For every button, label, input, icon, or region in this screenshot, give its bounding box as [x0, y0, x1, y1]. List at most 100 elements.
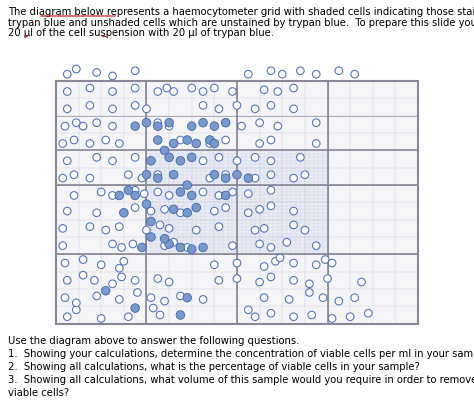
Circle shape — [142, 200, 151, 208]
Circle shape — [149, 304, 157, 312]
Circle shape — [102, 226, 109, 234]
Circle shape — [187, 153, 196, 162]
Circle shape — [290, 105, 297, 113]
Circle shape — [143, 226, 150, 234]
Circle shape — [199, 188, 207, 196]
Circle shape — [165, 153, 173, 162]
Circle shape — [215, 105, 223, 113]
Circle shape — [118, 244, 125, 251]
Circle shape — [61, 294, 69, 302]
Circle shape — [116, 296, 123, 303]
Circle shape — [154, 174, 162, 183]
Circle shape — [124, 186, 133, 195]
Circle shape — [163, 84, 171, 92]
Circle shape — [210, 84, 218, 92]
Circle shape — [70, 136, 78, 144]
Circle shape — [73, 119, 80, 126]
Circle shape — [109, 157, 116, 165]
Circle shape — [290, 84, 297, 92]
Circle shape — [154, 88, 162, 95]
Circle shape — [177, 136, 184, 144]
Circle shape — [61, 259, 69, 267]
Circle shape — [274, 122, 282, 130]
Circle shape — [222, 136, 229, 144]
Circle shape — [131, 186, 139, 194]
Circle shape — [120, 258, 128, 265]
Circle shape — [256, 206, 264, 213]
Circle shape — [308, 311, 316, 319]
Circle shape — [165, 192, 173, 199]
Circle shape — [267, 186, 275, 194]
Circle shape — [199, 119, 207, 127]
Circle shape — [245, 190, 252, 198]
Circle shape — [101, 287, 110, 295]
Bar — [146, 151, 328, 254]
Circle shape — [165, 240, 173, 248]
Circle shape — [97, 188, 105, 196]
Circle shape — [142, 119, 151, 127]
Circle shape — [161, 242, 168, 250]
Circle shape — [199, 88, 207, 95]
Circle shape — [131, 277, 139, 284]
Circle shape — [73, 306, 80, 314]
Circle shape — [140, 190, 148, 198]
Circle shape — [154, 136, 162, 144]
Circle shape — [335, 297, 343, 305]
Circle shape — [169, 205, 178, 213]
Circle shape — [206, 140, 214, 147]
Circle shape — [93, 209, 100, 217]
Circle shape — [109, 192, 116, 199]
Circle shape — [312, 70, 320, 78]
Circle shape — [267, 244, 275, 251]
Circle shape — [165, 278, 173, 286]
Circle shape — [165, 225, 173, 232]
Circle shape — [210, 139, 219, 148]
Circle shape — [215, 223, 223, 230]
Circle shape — [206, 174, 214, 182]
Circle shape — [233, 275, 241, 282]
Circle shape — [64, 70, 71, 78]
Circle shape — [267, 310, 275, 317]
Text: 2.  Showing all calculations, what is the percentage of viable cells in your sam: 2. Showing all calculations, what is the… — [8, 362, 420, 371]
Circle shape — [278, 70, 286, 78]
Circle shape — [125, 313, 132, 320]
Circle shape — [170, 88, 177, 95]
Circle shape — [93, 69, 100, 76]
Circle shape — [109, 280, 116, 287]
Circle shape — [187, 191, 196, 200]
Circle shape — [64, 105, 71, 113]
Circle shape — [59, 225, 66, 232]
Circle shape — [256, 278, 264, 286]
Circle shape — [297, 67, 304, 74]
Circle shape — [351, 70, 358, 78]
Circle shape — [267, 136, 275, 144]
Circle shape — [59, 140, 66, 147]
Circle shape — [245, 70, 252, 78]
Circle shape — [312, 261, 320, 269]
Circle shape — [215, 154, 223, 161]
Circle shape — [251, 174, 259, 182]
Circle shape — [199, 157, 207, 165]
Circle shape — [131, 191, 139, 200]
Circle shape — [267, 157, 275, 165]
Bar — [56, 81, 418, 324]
Circle shape — [365, 310, 372, 317]
Circle shape — [228, 188, 236, 196]
Circle shape — [79, 271, 87, 279]
Circle shape — [109, 72, 116, 80]
Circle shape — [328, 314, 336, 322]
Circle shape — [256, 140, 264, 147]
Circle shape — [169, 171, 178, 179]
Circle shape — [143, 105, 150, 113]
Circle shape — [256, 240, 264, 248]
Circle shape — [283, 238, 291, 246]
Circle shape — [221, 191, 230, 200]
Circle shape — [358, 278, 365, 286]
Text: Use the diagram above to answer the following questions.: Use the diagram above to answer the foll… — [8, 336, 300, 346]
Circle shape — [59, 174, 66, 182]
Circle shape — [64, 88, 71, 95]
Circle shape — [86, 223, 94, 230]
Circle shape — [119, 208, 128, 217]
Circle shape — [61, 122, 69, 130]
Circle shape — [131, 154, 139, 161]
